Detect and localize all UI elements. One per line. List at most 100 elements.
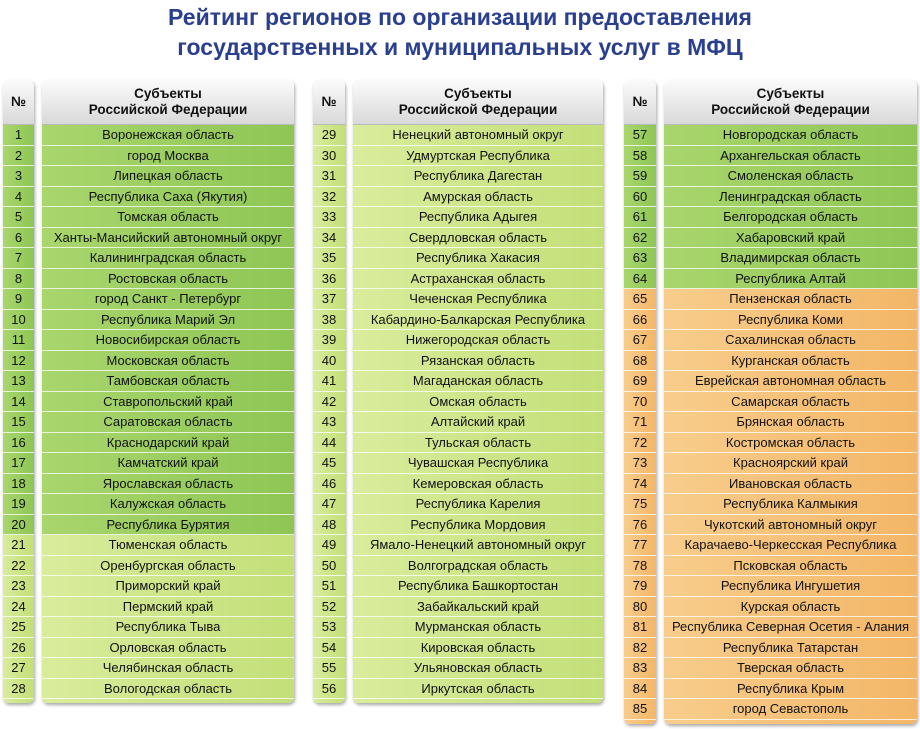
region-name: Республика Калмыкия [664,494,917,515]
region-header-line-1: Субъекты [134,86,202,101]
region-name: Чукотский автономный округ [664,514,917,535]
rank-number: 51 [313,576,345,597]
region-name: Еврейская автономная область [664,371,917,392]
rank-number: 72 [624,432,656,453]
region-name: Камчатский край [42,453,294,474]
rank-number: 61 [624,207,656,228]
rank-number: 62 [624,227,656,248]
rank-number: 63 [624,248,656,269]
rank-number: 3 [3,166,34,187]
rank-number: 46 [313,473,345,494]
region-header-line-1: Субъекты [444,86,512,101]
region-name: Костромская область [664,432,917,453]
region-name: город Санкт - Петербург [42,289,294,310]
region-name: Республика Крым [664,678,917,699]
region-name: Челябинская область [42,658,294,679]
region-name: Республика Коми [664,309,917,330]
rank-number: 20 [3,514,34,535]
region-name: Республика Саха (Якутия) [42,186,294,207]
column-bottom [664,719,917,724]
region-name: Ханты-Мансийский автономный округ [42,227,294,248]
region-column: Субъекты Российской Федерации Новгородская… [664,80,917,724]
region-name: Республика Хакасия [353,248,603,269]
rank-number: 52 [313,596,345,617]
region-name: Нижегородская область [353,330,603,351]
region-name: Воронежская область [42,125,294,146]
region-header-line-2: Российской Федерации [88,102,248,117]
rank-number: 18 [3,473,34,494]
rank-number: 7 [3,248,34,269]
region-name: Сахалинская область [664,330,917,351]
rank-number: 32 [313,186,345,207]
rank-number: 81 [624,617,656,638]
title-line-2: государственных и муниципальных услуг в … [177,34,743,60]
rank-number: 6 [3,227,34,248]
region-name: Владимирская область [664,248,917,269]
column-bottom [353,699,603,703]
rank-number: 12 [3,350,34,371]
region-name: Псковская область [664,555,917,576]
rank-number: 19 [3,494,34,515]
page-title: Рейтинг регионов по организации предоста… [0,2,920,62]
rank-number: 78 [624,555,656,576]
rank-number: 50 [313,555,345,576]
region-name: Кемеровская область [353,473,603,494]
region-name: Приморский край [42,576,294,597]
rank-number: 53 [313,617,345,638]
rank-number: 48 [313,514,345,535]
region-name: Ивановская область [664,473,917,494]
region-name: Республика Адыгея [353,207,603,228]
number-column: № 1 2 3 4 5 6 7 8 9 10 11 12 13 14 15 16 17 18 19 20 21 22 23 24… [3,80,34,703]
region-name: Ямало-Ненецкий автономный округ [353,535,603,556]
number-header: № [3,80,34,125]
number-column: № 57 58 59 60 61 62 63 64 65 66 67 68 69 70 71 72 73 74 75 7… [624,80,656,724]
rank-number: 15 [3,412,34,433]
region-column: Субъекты Российской Федерации Воронежская … [42,80,294,703]
rank-number: 65 [624,289,656,310]
rank-number: 49 [313,535,345,556]
region-name: Московская область [42,350,294,371]
rank-number: 42 [313,391,345,412]
rank-number: 60 [624,186,656,207]
region-name: Смоленская область [664,166,917,187]
region-name: Вологодская область [42,678,294,699]
rank-number: 1 [3,125,34,146]
region-name: город Севастополь [664,699,917,720]
rank-number: 79 [624,576,656,597]
region-name: город Москва [42,145,294,166]
region-name: Хабаровский край [664,227,917,248]
rank-number: 36 [313,268,345,289]
region-name: Белгородская область [664,207,917,228]
rank-number: 16 [3,432,34,453]
region-name: Республика Дагестан [353,166,603,187]
rank-number: 41 [313,371,345,392]
rank-number: 8 [3,268,34,289]
region-name: Волгоградская область [353,555,603,576]
rank-number: 84 [624,678,656,699]
rank-number: 58 [624,145,656,166]
rank-number: 25 [3,617,34,638]
region-name: Республика Алтай [664,268,917,289]
region-name: Курская область [664,596,917,617]
region-name: Чувашская Республика [353,453,603,474]
rank-number: 22 [3,555,34,576]
region-name: Свердловская область [353,227,603,248]
rank-number: 33 [313,207,345,228]
rank-number: 17 [3,453,34,474]
region-header-line-2: Российской Федерации [711,102,870,117]
region-name: Курганская область [664,350,917,371]
region-name: Тульская область [353,432,603,453]
rank-number: 83 [624,658,656,679]
region-name: Ленинградская область [664,186,917,207]
rank-number: 37 [313,289,345,310]
rank-number: 5 [3,207,34,228]
rank-number: 80 [624,596,656,617]
rank-number: 11 [3,330,34,351]
rank-number: 43 [313,412,345,433]
rank-number: 34 [313,227,345,248]
rank-number: 14 [3,391,34,412]
rank-number: 10 [3,309,34,330]
rank-number: 45 [313,453,345,474]
region-name: Калужская область [42,494,294,515]
region-name: Кабардино-Балкарская Республика [353,309,603,330]
